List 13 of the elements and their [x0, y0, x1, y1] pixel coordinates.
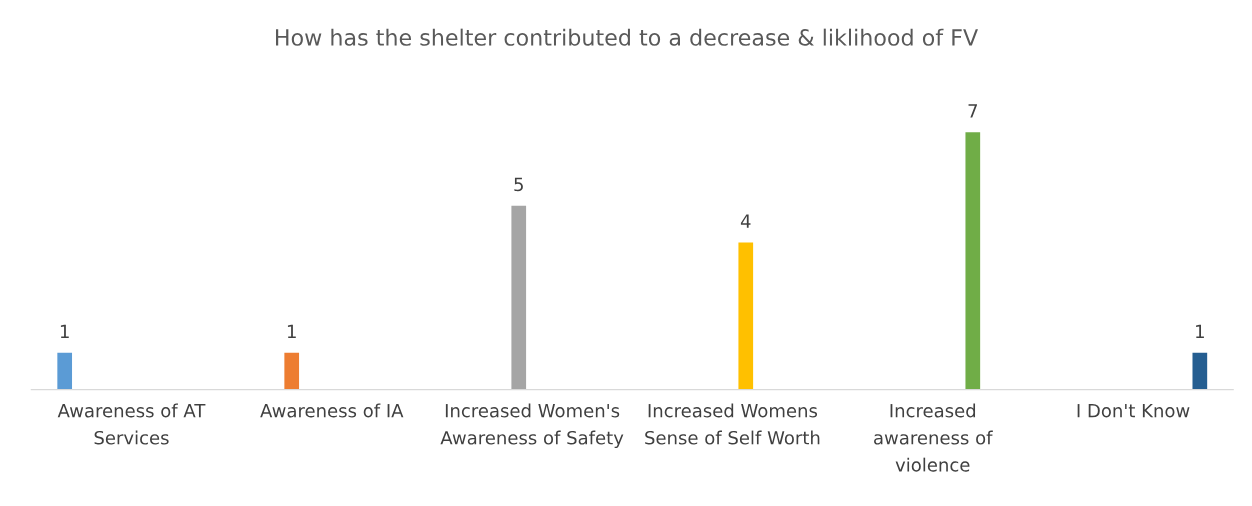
data-label: 5	[514, 177, 523, 192]
x-tick-label: I Don't Know	[1077, 404, 1190, 418]
data-label: 1	[1196, 324, 1204, 338]
x-tick-label: Increased Womens Sense of Self Worth	[645, 403, 820, 445]
data-label: 7	[968, 104, 977, 118]
x-tick-label: Awareness of AT Services	[57, 403, 206, 445]
data-label: 1	[287, 324, 296, 338]
data-label: 1	[60, 324, 69, 338]
x-tick-label: Increased awareness of violence	[874, 403, 993, 472]
chart-title: How has the shelter contributed to a decrease & liklihood of FV	[276, 28, 978, 46]
x-tick-label: Awareness of IA	[260, 403, 404, 418]
data-label: 4	[740, 214, 751, 228]
x-tick-label: Increased Women's Awareness of Safety	[440, 403, 624, 449]
